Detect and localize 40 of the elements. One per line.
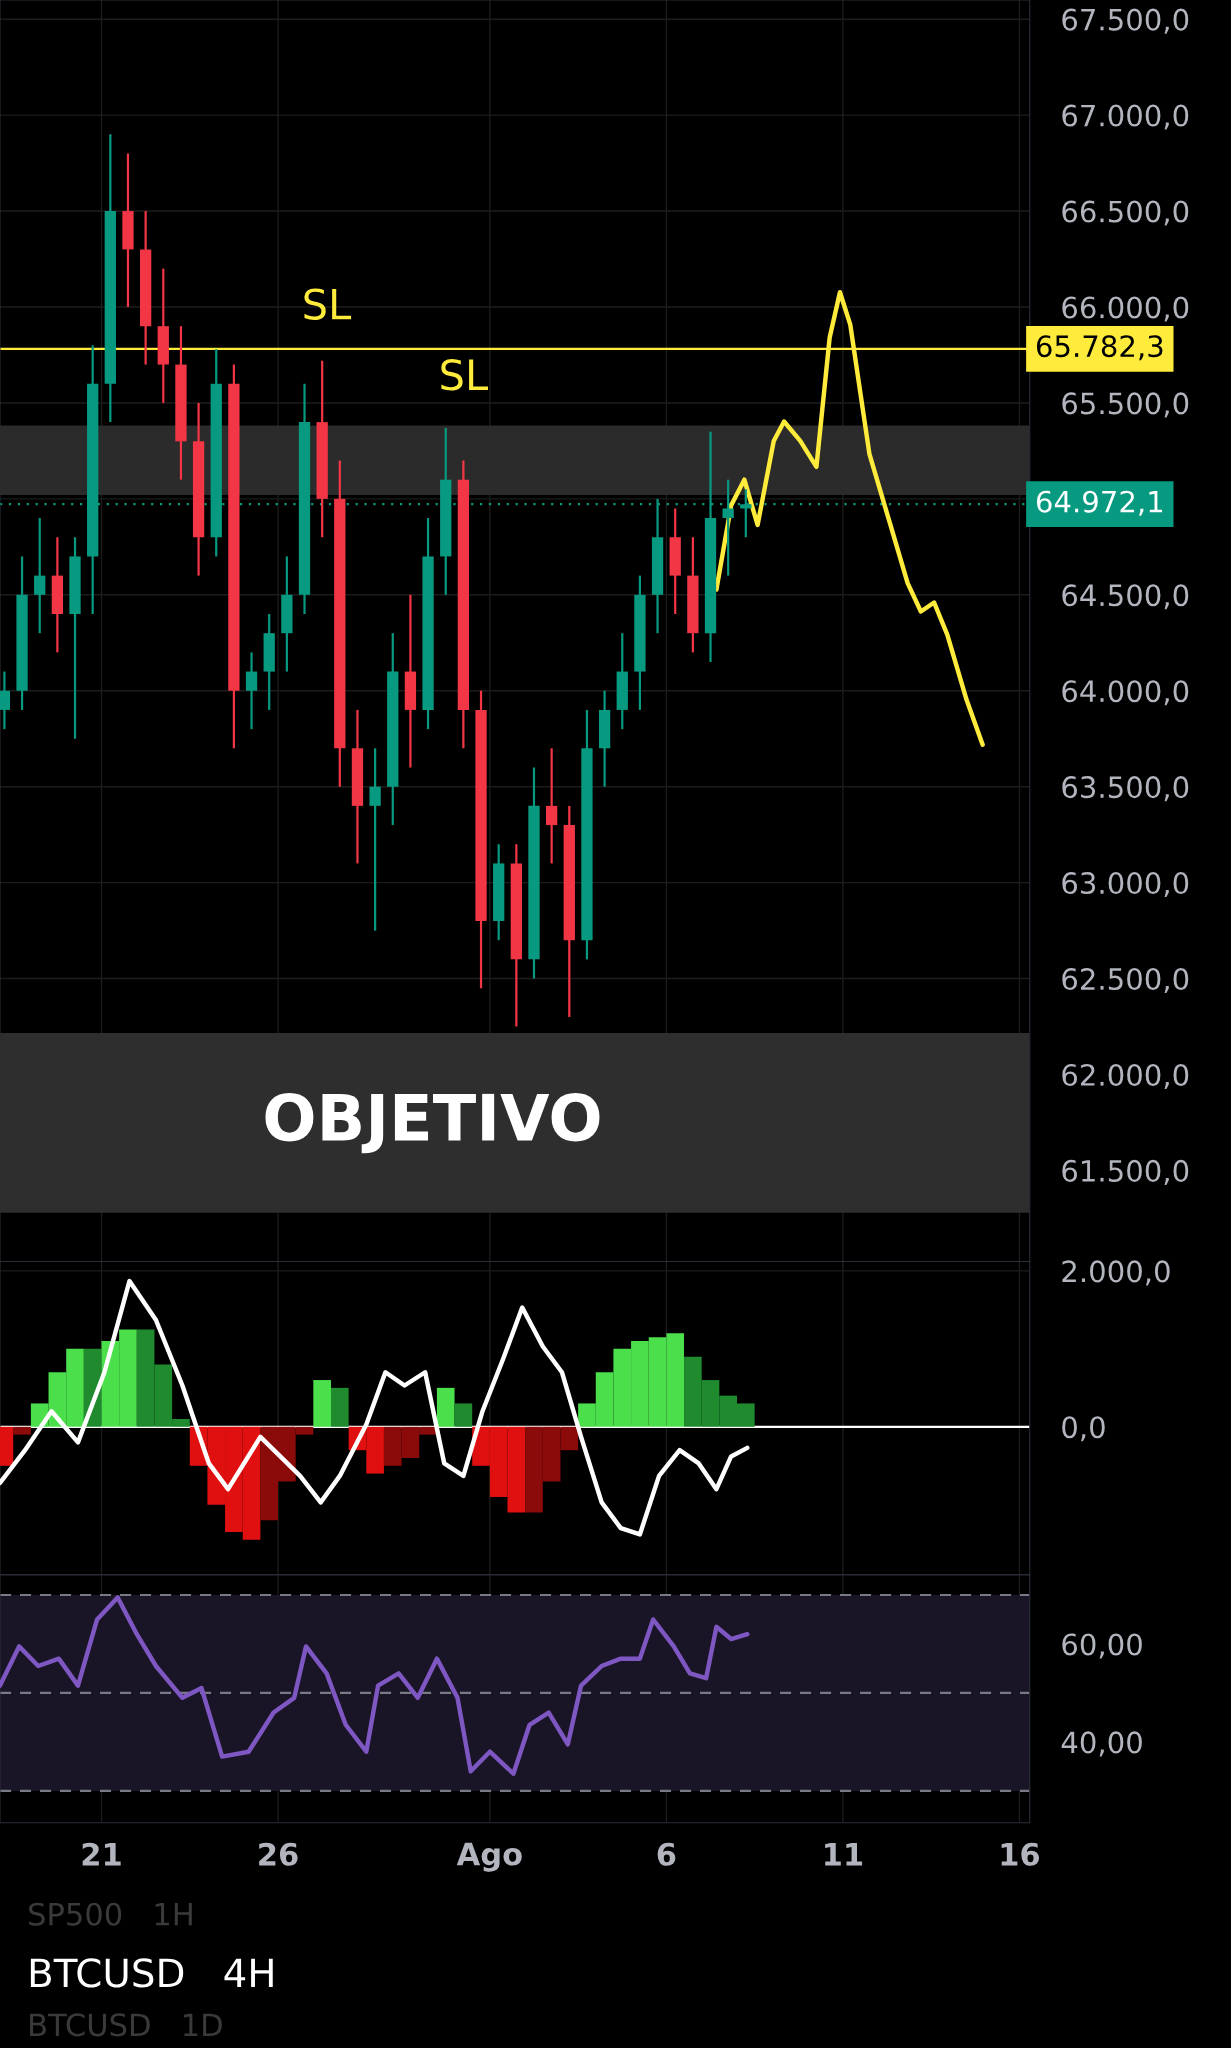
y-tick-label: 64.500,0 xyxy=(1062,584,1189,610)
y-tick-label: 67.500,0 xyxy=(1062,8,1189,34)
x-tick-label: 6 xyxy=(657,1842,676,1866)
x-tick-label: Ago xyxy=(456,1842,522,1872)
ref-line-label: 64.972,1 xyxy=(1036,490,1163,516)
bar xyxy=(13,1426,31,1435)
candlestick xyxy=(34,516,46,635)
x-tick-label: 21 xyxy=(82,1842,121,1866)
y-tick-label: 64.000,0 xyxy=(1062,680,1189,706)
annotation: SL xyxy=(304,288,352,320)
y-tick-label: 60,00 xyxy=(1062,1633,1142,1659)
candlestick xyxy=(369,747,381,932)
y-tick-label: 65.500,0 xyxy=(1062,392,1189,418)
y-tick-label: 62.500,0 xyxy=(1062,967,1189,994)
ref-line-label: 65.782,3 xyxy=(1036,335,1163,361)
x-tick-label: 26 xyxy=(259,1842,298,1866)
y-tick-label: 66.500,0 xyxy=(1062,200,1189,226)
candlestick xyxy=(0,670,11,731)
bar xyxy=(454,1403,473,1427)
y-tick-label: 67.000,0 xyxy=(1062,104,1189,130)
y-tick-label: 63.000,0 xyxy=(1062,872,1189,898)
y-tick-label: 40,00 xyxy=(1061,1731,1142,1757)
text: SP500 1H xyxy=(29,1902,192,1926)
text: BTCUSD 4H xyxy=(30,1958,273,1988)
y-tick-label: 61.500,0 xyxy=(1062,1159,1189,1185)
candlestick xyxy=(245,651,258,731)
y-tick-label: 66.000,0 xyxy=(1062,296,1189,322)
y-tick-label: 0,0 xyxy=(1062,1416,1105,1442)
bar xyxy=(436,1387,455,1427)
candlestick xyxy=(545,747,558,865)
text: BTCUSD 1D xyxy=(30,2013,222,2037)
band-label: OBJETIVO xyxy=(265,1093,600,1154)
x-tick-label: 16 xyxy=(1001,1842,1040,1866)
bar xyxy=(313,1380,331,1427)
y-tick-label: 63.500,0 xyxy=(1062,776,1189,802)
x-tick-label: 11 xyxy=(825,1843,863,1866)
y-tick-label: 62.000,0 xyxy=(1062,1063,1189,1089)
y-tick-label: 2.000,0 xyxy=(1062,1260,1170,1286)
bar xyxy=(330,1387,349,1427)
annotation: SL xyxy=(441,359,488,391)
